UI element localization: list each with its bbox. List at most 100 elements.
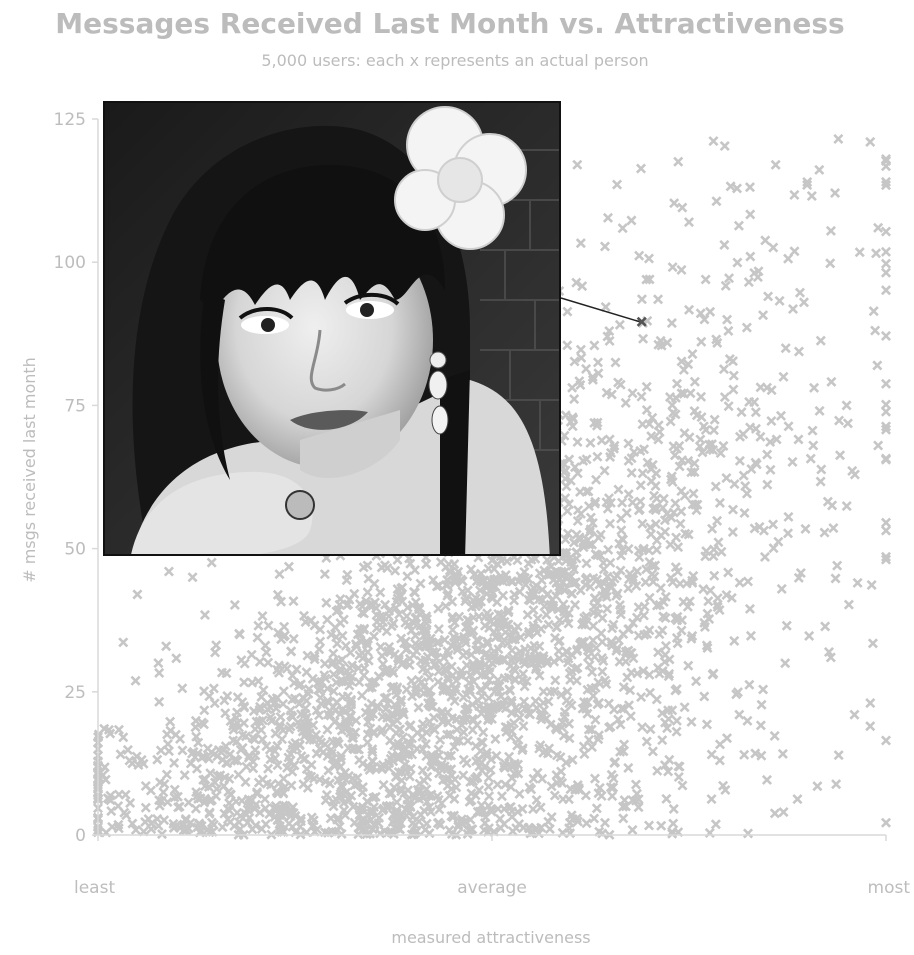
data-point [636, 391, 647, 402]
chart-title: Messages Received Last Month vs. Attract… [55, 7, 844, 40]
data-point [564, 454, 575, 465]
data-point [734, 577, 745, 588]
data-point [337, 654, 348, 665]
profile-photo [103, 101, 561, 556]
data-point [519, 658, 530, 669]
data-point [708, 136, 719, 147]
data-point [568, 578, 579, 589]
data-point [802, 179, 813, 191]
data-point [665, 416, 676, 427]
data-point [551, 577, 562, 588]
data-point [449, 793, 460, 804]
data-point [556, 766, 567, 777]
data-point [782, 528, 794, 539]
data-point [687, 577, 698, 588]
data-point [653, 434, 664, 445]
data-point [570, 599, 581, 610]
data-point [322, 614, 333, 625]
data-point [830, 573, 841, 584]
data-point [689, 405, 700, 417]
data-point [344, 662, 355, 673]
data-point [728, 370, 739, 381]
data-point [530, 553, 541, 564]
data-point [557, 777, 568, 789]
data-point [462, 614, 473, 625]
data-point [728, 384, 739, 395]
data-point [880, 161, 892, 172]
data-point [668, 507, 679, 518]
data-point [616, 513, 627, 524]
data-point [183, 797, 194, 808]
data-point [766, 415, 777, 427]
data-point [715, 448, 726, 459]
data-point [596, 435, 607, 446]
data-point [424, 790, 435, 801]
data-point [159, 778, 170, 790]
data-point [446, 828, 457, 840]
data-point [152, 754, 163, 765]
data-point [575, 238, 586, 249]
data-point [257, 734, 268, 745]
data-point [741, 488, 752, 499]
data-point [800, 523, 811, 534]
data-point [447, 596, 458, 607]
data-point [240, 777, 251, 788]
callout-line [560, 297, 640, 323]
data-point [623, 489, 634, 500]
data-point [224, 749, 235, 760]
data-point [593, 677, 604, 688]
data-point [219, 808, 230, 819]
data-point [515, 632, 526, 643]
data-point [528, 804, 539, 815]
data-point [162, 738, 173, 750]
data-point [301, 695, 312, 706]
data-point [720, 280, 731, 291]
data-point [404, 553, 415, 564]
data-point [473, 598, 484, 609]
x-tick-label: most [868, 878, 911, 898]
data-point [525, 709, 536, 720]
data-point [461, 647, 472, 658]
data-point [880, 258, 892, 269]
data-point [566, 588, 577, 599]
y-tick-label: 100 [54, 253, 86, 273]
data-point [880, 246, 892, 257]
data-point [558, 458, 569, 469]
data-point [815, 335, 826, 346]
data-point [744, 182, 756, 193]
data-point [427, 760, 438, 771]
data-point [756, 699, 767, 710]
data-point [366, 698, 377, 709]
data-point [563, 499, 575, 510]
data-point [773, 536, 784, 547]
data-point [511, 823, 522, 834]
data-point [550, 675, 561, 686]
data-point [375, 727, 387, 738]
data-point [613, 484, 624, 495]
data-point [421, 559, 432, 570]
data-point [278, 788, 289, 799]
data-point [274, 810, 285, 821]
data-point [155, 745, 166, 756]
data-point [675, 518, 686, 529]
data-point [833, 133, 844, 145]
data-point [125, 797, 136, 809]
data-point [291, 664, 302, 675]
data-point [668, 803, 679, 815]
data-point [199, 705, 210, 716]
data-point [619, 739, 630, 750]
data-point [541, 609, 552, 620]
data-point [289, 677, 300, 688]
data-point [880, 267, 892, 278]
data-point [697, 447, 708, 458]
data-point [645, 724, 656, 735]
data-point [804, 630, 815, 641]
data-point [443, 649, 454, 660]
data-point [560, 534, 571, 545]
data-point [744, 603, 755, 614]
data-point [145, 785, 156, 796]
data-point [302, 722, 313, 733]
data-point [561, 547, 572, 558]
data-point [676, 356, 687, 367]
data-point [793, 346, 805, 357]
